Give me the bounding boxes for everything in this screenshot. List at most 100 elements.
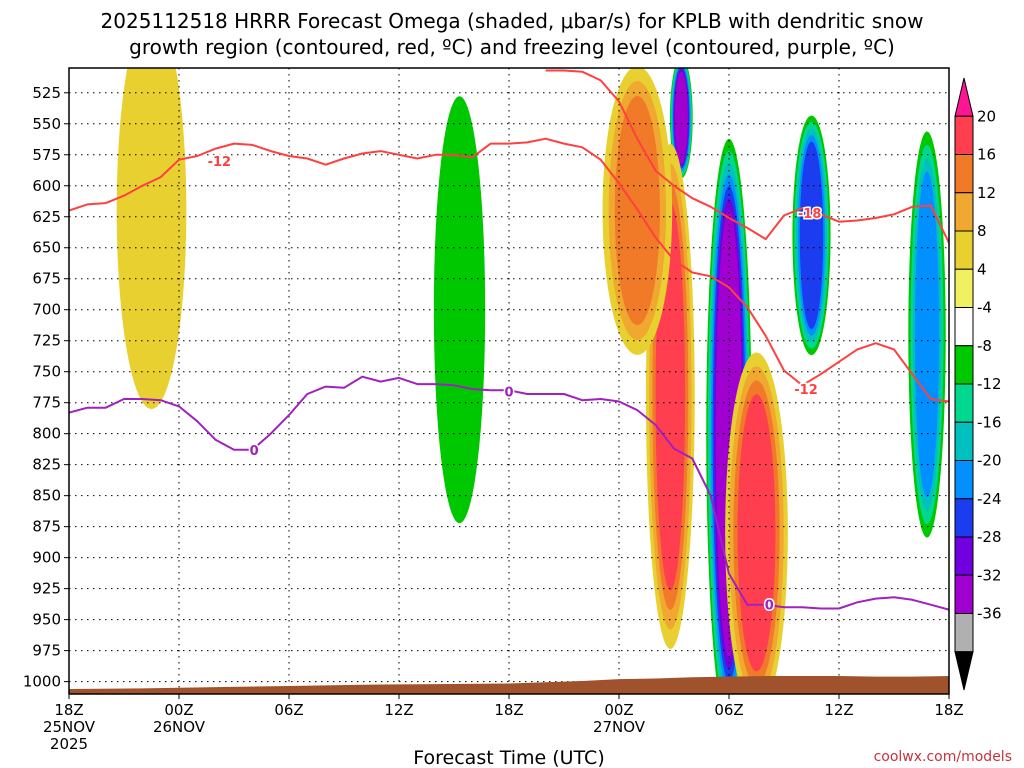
plot-area: -12 -18 -12 0 0 0 (68, 67, 950, 695)
x-tick-label: 06Z (714, 701, 743, 719)
omega-feature (669, 68, 694, 181)
x-tick-label: 06Z (274, 701, 303, 719)
y-tick-label: 600 (32, 177, 61, 195)
colorbar-label: 20 (977, 107, 996, 125)
colorbar-swatch (954, 574, 974, 614)
x-tick-label: 12Z (384, 701, 413, 719)
colorbar-swatch (954, 154, 974, 194)
colorbar-swatch (954, 383, 974, 423)
y-tick-label: 825 (32, 456, 61, 474)
omega-feature (349, 276, 413, 566)
x-tick-label: 18Z (934, 701, 963, 719)
chart-title-line2: growth region (contoured, red, ºC) and f… (129, 35, 895, 59)
omega-feature (790, 109, 833, 362)
y-tick-label: 650 (32, 239, 61, 257)
omega-shade-band (914, 171, 940, 498)
x-tick-label: 00Z (604, 701, 633, 719)
omega-shade-band (799, 141, 824, 330)
y-tick-label: 700 (32, 301, 61, 319)
colorbar-label: -12 (977, 375, 1002, 393)
y-tick-label: 775 (32, 394, 61, 412)
colorbar-label: -32 (977, 566, 1002, 584)
omega-shade-band (737, 394, 776, 672)
contour-dgz_-18C (545, 69, 949, 244)
omega-shade-band (674, 71, 688, 164)
contour-label: -12 (208, 155, 232, 170)
colorbar-bottom-arrow (954, 651, 974, 691)
x-tick-label: 27NOV (593, 718, 646, 736)
colorbar-label: 16 (977, 146, 996, 164)
omega-feature (186, 68, 256, 434)
colorbar-swatch (954, 230, 974, 270)
omega-feature (906, 118, 948, 551)
colorbar-top-arrow (954, 77, 974, 117)
y-tick-label: 1000 (23, 673, 61, 691)
colorbar-label: 4 (977, 260, 987, 278)
colorbar-swatch (954, 307, 974, 347)
colorbar-swatch (954, 192, 974, 232)
contour-label: -12 (794, 383, 818, 398)
contour-label: -18 (798, 207, 822, 222)
y-tick-label: 975 (32, 642, 61, 660)
colorbar-label: -16 (977, 413, 1002, 431)
contour-dgz_-12C (69, 137, 949, 403)
omega-feature (725, 352, 788, 694)
y-tick-label: 625 (32, 208, 61, 226)
y-tick-label: 875 (32, 518, 61, 536)
x-tick-label: 18Z (494, 701, 523, 719)
colorbar-swatch (954, 268, 974, 308)
omega-shade-band (349, 276, 413, 566)
y-tick-label: 750 (32, 363, 61, 381)
omega-shading (116, 68, 948, 694)
y-tick-label: 675 (32, 270, 61, 288)
contours (69, 69, 949, 611)
colorbar-swatch (954, 421, 974, 461)
x-tick-label: 00Z (164, 701, 193, 719)
y-tick-label: 950 (32, 611, 61, 629)
y-tick-label: 925 (32, 580, 61, 598)
x-tick-label: 12Z (824, 701, 853, 719)
y-tick-label: 550 (32, 115, 61, 133)
y-tick-label: 525 (32, 84, 61, 102)
colorbar-swatch (954, 536, 974, 576)
colorbar-label: -28 (977, 528, 1002, 546)
terrain-fill (69, 676, 949, 694)
colorbar-label: -4 (977, 299, 992, 317)
omega-feature (116, 68, 187, 409)
colorbar-swatch (954, 460, 974, 500)
colorbar-label: 8 (977, 222, 987, 240)
y-tick-label: 800 (32, 425, 61, 443)
colorbar-label: -8 (977, 337, 992, 355)
y-tick-label: 725 (32, 332, 61, 350)
x-tick-label: 2025 (50, 735, 88, 753)
omega-shade-band (116, 68, 187, 409)
colorbar-label: -20 (977, 452, 1002, 470)
contour-freezing_0C (69, 375, 949, 611)
colorbar: 20 16 12 8 4 -4 -8 -12 -16 -20 -24 -28 -32 -36 (954, 77, 1002, 691)
colorbar-swatch (954, 115, 974, 155)
chart-title-line1: 2025112518 HRRR Forecast Omega (shaded, … (101, 9, 924, 33)
contour-label: 0 (765, 599, 774, 614)
contour-label: 0 (504, 386, 513, 401)
x-tick-label: 25NOV (43, 718, 96, 736)
colorbar-swatch (954, 613, 974, 653)
y-tick-label: 575 (32, 146, 61, 164)
terrain (69, 676, 949, 694)
y-axis: 525 550 575 600 625 650 675 700 725 750 775 800 825 8… (23, 84, 69, 691)
x-tick-label: 18Z (54, 701, 83, 719)
credit-text: coolwx.com/models (874, 749, 1012, 765)
colorbar-label: -36 (977, 605, 1002, 623)
y-tick-label: 850 (32, 487, 61, 505)
contour-labels: -12 -18 -12 0 0 0 (206, 153, 823, 615)
colorbar-swatch (954, 498, 974, 538)
colorbar-label: -24 (977, 490, 1002, 508)
colorbar-swatch (954, 345, 974, 385)
colorbar-label: 12 (977, 184, 996, 202)
x-tick-label: 26NOV (153, 718, 206, 736)
x-axis-label: Forecast Time (UTC) (413, 747, 604, 768)
contour-label: 0 (250, 444, 259, 459)
y-tick-label: 900 (32, 549, 61, 567)
omega-shade-band (186, 68, 256, 434)
